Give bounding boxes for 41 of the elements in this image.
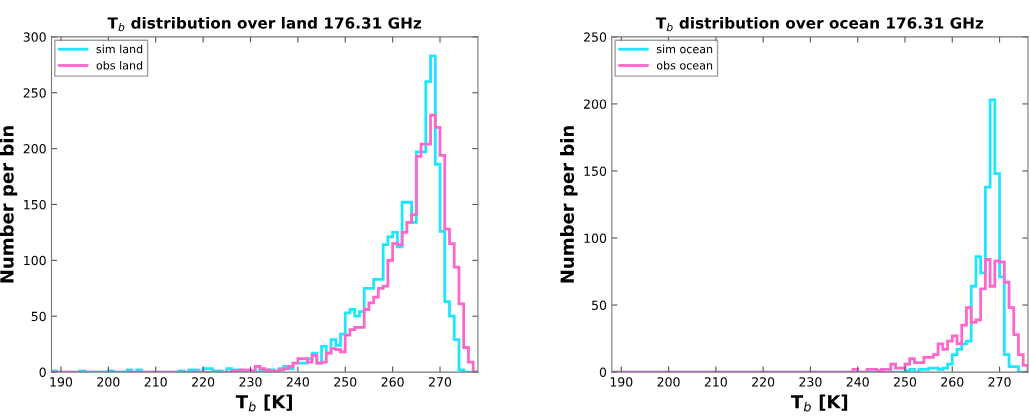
- x-tick-label: 260: [381, 377, 404, 387]
- x-axis-title: T$_{b}$ [K]: [235, 394, 292, 412]
- y-tick-label: 200: [23, 144, 46, 154]
- x-tick-label: 200: [657, 377, 680, 387]
- x-tick-label: 230: [799, 377, 822, 387]
- x-tick-label: 260: [941, 377, 964, 387]
- y-tick-label: 0: [599, 367, 607, 377]
- x-tick-label: 220: [752, 377, 775, 387]
- legend-label: sim ocean: [656, 44, 713, 54]
- x-tick-label: 270: [988, 377, 1011, 387]
- y-tick-label: 50: [592, 300, 607, 310]
- x-tick-label: 210: [144, 377, 167, 387]
- x-tick-label: 190: [50, 377, 73, 387]
- legend-label: obs land: [96, 60, 143, 70]
- x-axis-title: T$_{b}$ [K]: [790, 394, 848, 412]
- x-tick-label: 190: [610, 377, 633, 387]
- x-tick-label: 200: [97, 377, 120, 387]
- x-tick-label: 210: [704, 377, 727, 387]
- x-tick-label: 230: [239, 377, 262, 387]
- y-tick-label: 150: [584, 166, 607, 176]
- y-axis-title: Number per bin: [0, 126, 18, 283]
- y-tick-label: 50: [31, 311, 46, 322]
- y-axis-title: Number per bin: [560, 126, 578, 283]
- chart-title: T$_{b}$ distribution over land 176.31 GHz: [107, 16, 422, 32]
- legend-label: obs ocean: [656, 60, 713, 70]
- y-tick-label: 300: [23, 32, 46, 42]
- x-tick-label: 250: [334, 377, 357, 387]
- y-tick-label: 150: [24, 199, 46, 210]
- x-tick-label: 240: [846, 377, 869, 387]
- x-tick-label: 270: [429, 377, 452, 387]
- x-tick-label: 250: [893, 377, 917, 387]
- x-tick-label: 220: [192, 377, 215, 387]
- chart-title: T$_{b}$ distribution over ocean 176.31 GHz: [655, 16, 984, 32]
- y-tick-label: 100: [24, 255, 46, 266]
- y-tick-label: 250: [584, 32, 607, 42]
- x-tick-label: 240: [286, 377, 309, 387]
- legend-label: sim land: [96, 44, 143, 54]
- y-tick-label: 0: [39, 367, 46, 377]
- y-tick-label: 100: [584, 233, 607, 243]
- y-tick-label: 250: [23, 88, 46, 98]
- y-tick-label: 200: [584, 99, 607, 109]
